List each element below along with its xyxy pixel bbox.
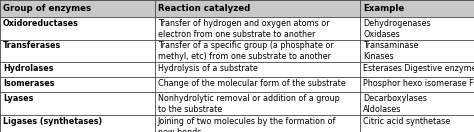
Bar <box>360 92 474 115</box>
Text: Oxidoreductases: Oxidoreductases <box>3 19 79 28</box>
Bar <box>360 0 474 17</box>
Text: Example: Example <box>363 4 404 13</box>
Bar <box>360 62 474 77</box>
Text: Transfer of hydrogen and oxygen atoms or
electron from one substrate to another: Transfer of hydrogen and oxygen atoms or… <box>158 19 329 39</box>
Bar <box>155 17 360 40</box>
Bar <box>155 77 360 92</box>
Bar <box>155 40 360 62</box>
Text: Ligases (synthetases): Ligases (synthetases) <box>3 117 102 126</box>
Bar <box>360 115 474 132</box>
Text: Reaction catalyzed: Reaction catalyzed <box>158 4 250 13</box>
Text: Transaminase
Kinases: Transaminase Kinases <box>363 41 419 61</box>
Bar <box>0 0 155 17</box>
Bar <box>0 17 155 40</box>
Text: Transfer of a specific group (a phosphate or
methyl, etc) from one substrate to : Transfer of a specific group (a phosphat… <box>158 41 334 61</box>
Bar <box>360 17 474 40</box>
Bar <box>0 40 155 62</box>
Text: Dehydrogenases
Oxidases: Dehydrogenases Oxidases <box>363 19 431 39</box>
Text: Decarboxylases
Aldolases: Decarboxylases Aldolases <box>363 94 427 114</box>
Bar <box>155 115 360 132</box>
Text: Phosphor hexo isomerase Fumarase: Phosphor hexo isomerase Fumarase <box>363 79 474 88</box>
Text: Lyases: Lyases <box>3 94 33 103</box>
Bar <box>0 77 155 92</box>
Text: Isomerases: Isomerases <box>3 79 55 88</box>
Text: Citric acid synthetase: Citric acid synthetase <box>363 117 450 126</box>
Bar <box>360 40 474 62</box>
Bar <box>155 62 360 77</box>
Bar <box>0 62 155 77</box>
Text: Joining of two molecules by the formation of
new bonds: Joining of two molecules by the formatio… <box>158 117 336 132</box>
Bar <box>0 92 155 115</box>
Bar <box>0 115 155 132</box>
Text: Group of enzymes: Group of enzymes <box>3 4 91 13</box>
Text: Change of the molecular form of the substrate: Change of the molecular form of the subs… <box>158 79 346 88</box>
Text: Nonhydrolytic removal or addition of a group
to the substrate: Nonhydrolytic removal or addition of a g… <box>158 94 339 114</box>
Text: Hydrolysis of a substrate: Hydrolysis of a substrate <box>158 64 258 73</box>
Bar <box>155 0 360 17</box>
Bar <box>360 77 474 92</box>
Text: Esterases Digestive enzymes: Esterases Digestive enzymes <box>363 64 474 73</box>
Text: Hydrolases: Hydrolases <box>3 64 54 73</box>
Text: Transferases: Transferases <box>3 41 61 50</box>
Bar <box>155 92 360 115</box>
